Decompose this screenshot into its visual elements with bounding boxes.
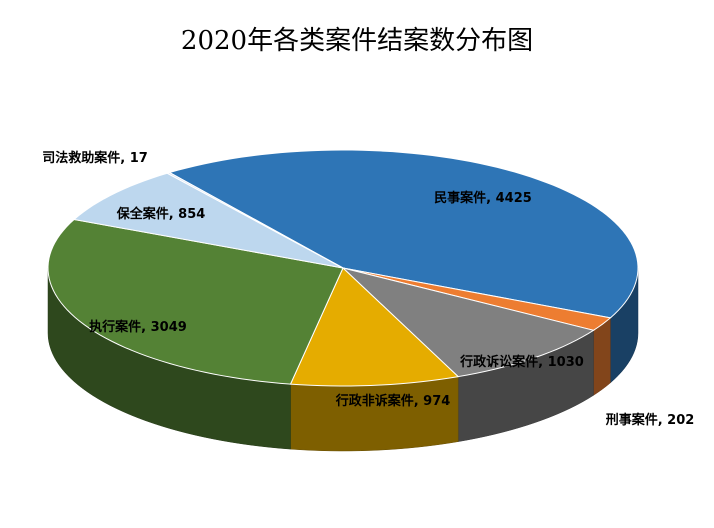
pie-slice xyxy=(341,267,595,378)
label-value: 974 xyxy=(423,394,450,409)
label-category: 行政非诉案件 xyxy=(335,393,414,409)
data-label: 行政诉讼案件, 1030 xyxy=(459,354,584,370)
data-label: 保全案件, 854 xyxy=(116,206,206,222)
data-label: 民事案件, 4425 xyxy=(434,190,532,206)
label-value: 17 xyxy=(130,151,148,166)
label-category: 司法救助案件 xyxy=(42,150,120,166)
label-value: 202 xyxy=(667,413,694,428)
data-labels: 民事案件, 4425 刑事案件, 202 行政诉讼案件, 1030 行政非诉案件, 9… xyxy=(42,150,694,428)
pie-slice xyxy=(72,172,344,269)
label-value: 3049 xyxy=(151,320,187,335)
label-category: 刑事案件 xyxy=(606,412,658,428)
label-category: 行政诉讼案件 xyxy=(459,354,538,370)
pie-slice xyxy=(165,171,344,269)
data-label: 刑事案件, 202 xyxy=(606,412,695,428)
slice-side xyxy=(593,317,611,396)
data-label: 司法救助案件, 17 xyxy=(42,150,148,166)
pie-sides xyxy=(47,267,639,452)
label-category: 保全案件 xyxy=(116,206,169,222)
pie-slice xyxy=(168,149,639,319)
chart-title: 2020年各类案件结案数分布图 xyxy=(181,26,533,56)
slice-side xyxy=(290,376,459,452)
label-category: 民事案件 xyxy=(434,190,486,206)
label-value: 1030 xyxy=(548,355,584,370)
pie-slice xyxy=(289,267,460,387)
pie-slice xyxy=(47,218,344,385)
label-value: 4425 xyxy=(496,191,532,206)
label-category: 执行案件 xyxy=(89,319,141,335)
data-label: 执行案件, 3049 xyxy=(89,319,187,335)
pie-tops xyxy=(47,149,639,387)
label-value: 854 xyxy=(178,207,205,222)
data-label: 行政非诉案件, 974 xyxy=(335,393,451,409)
